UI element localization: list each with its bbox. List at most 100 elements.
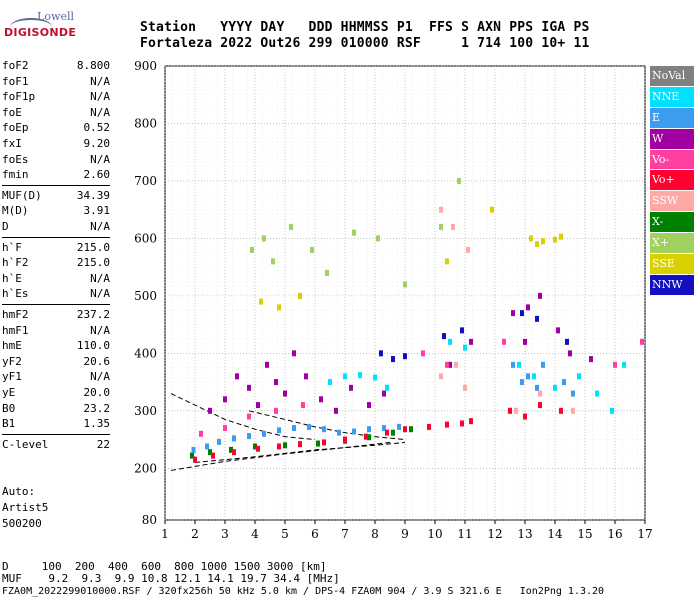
- data-point: [526, 304, 530, 311]
- data-point: [613, 361, 617, 368]
- param-label: h`E: [2, 271, 22, 285]
- data-point: [334, 407, 338, 414]
- param-row: foF1 N/A: [2, 74, 110, 90]
- data-point: [274, 379, 278, 386]
- x-tick-label: 10: [427, 527, 442, 541]
- data-point: [562, 379, 566, 386]
- data-point: [232, 435, 236, 442]
- data-point: [520, 379, 524, 386]
- data-point: [622, 361, 626, 368]
- param-value: N/A: [90, 370, 110, 384]
- legend-item: SSE: [650, 254, 694, 275]
- logo-line2: DIGISONDE: [4, 26, 77, 39]
- legend-item: Vo-: [650, 149, 694, 171]
- data-point: [292, 425, 296, 432]
- x-tick-label: 11: [457, 527, 472, 541]
- param-value: N/A: [90, 271, 110, 285]
- param-value: 22: [96, 437, 110, 451]
- data-point: [445, 258, 449, 265]
- y-tick-label: 600: [134, 231, 157, 245]
- param-value: 110.0: [76, 339, 110, 353]
- data-point: [217, 438, 221, 445]
- legend-item: NoVal: [650, 66, 694, 87]
- distance-line: D 100 200 400 600 800 1000 1500 3000 [km…: [2, 560, 327, 573]
- header-line2: Fortaleza 2022 Out26 299 010000 RSF 1 71…: [140, 36, 590, 51]
- data-point: [364, 433, 368, 440]
- param-row: h`F2 215.0: [2, 255, 110, 271]
- data-point: [403, 353, 407, 360]
- data-point: [511, 310, 515, 317]
- data-point: [439, 206, 443, 213]
- data-point: [391, 356, 395, 363]
- x-tick-label: 17: [637, 527, 652, 541]
- data-point: [322, 439, 326, 446]
- data-point: [262, 430, 266, 437]
- data-point: [457, 177, 461, 184]
- param-value: N/A: [90, 287, 110, 301]
- data-point: [322, 426, 326, 433]
- param-value: 8.800: [76, 59, 110, 72]
- data-point: [259, 298, 263, 305]
- data-point: [640, 338, 644, 345]
- data-point: [448, 361, 452, 368]
- data-point: [391, 429, 395, 436]
- auto-line1: Auto:: [2, 485, 36, 498]
- data-point: [577, 373, 581, 380]
- data-point: [208, 449, 212, 456]
- x-tick-label: 4: [251, 527, 259, 541]
- data-point: [535, 315, 539, 322]
- data-point: [193, 456, 197, 463]
- data-point: [274, 407, 278, 414]
- y-tick-label: 80: [142, 513, 157, 527]
- legend-item: NNE: [650, 86, 694, 108]
- param-separator: [2, 184, 110, 186]
- param-label: foF1p: [2, 90, 36, 104]
- param-value: 9.20: [83, 137, 111, 150]
- param-value: N/A: [90, 74, 110, 88]
- data-point: [538, 390, 542, 397]
- param-row: hmF1 N/A: [2, 323, 110, 339]
- y-tick-label: 300: [134, 404, 157, 418]
- data-point: [191, 446, 196, 453]
- param-row: hmF2 237.2: [2, 307, 110, 323]
- data-point: [289, 223, 293, 230]
- data-point: [190, 452, 194, 459]
- x-tick-label: 14: [547, 527, 563, 541]
- data-point: [325, 269, 329, 276]
- data-point: [301, 402, 305, 409]
- data-point: [460, 420, 464, 427]
- data-point: [277, 304, 281, 311]
- data-point: [541, 238, 545, 245]
- param-value: N/A: [90, 90, 110, 104]
- data-point: [565, 338, 569, 345]
- data-point: [538, 402, 542, 409]
- data-point: [403, 426, 407, 433]
- data-point: [502, 338, 506, 345]
- x-tick-label: 15: [577, 527, 592, 541]
- data-point: [376, 235, 380, 242]
- data-point: [298, 441, 302, 448]
- data-point: [247, 384, 251, 391]
- x-tick-label: 6: [311, 527, 319, 541]
- param-row: D N/A: [2, 219, 110, 235]
- data-point: [448, 338, 452, 345]
- param-row: C-level 22: [2, 437, 110, 453]
- param-row: foF2 8.800: [2, 58, 110, 74]
- param-label: B0: [2, 401, 16, 415]
- data-point: [247, 433, 251, 440]
- legend-item: W: [650, 128, 694, 150]
- param-value: 34.39: [76, 188, 110, 202]
- param-row: foEs N/A: [2, 152, 110, 168]
- data-point: [571, 407, 575, 414]
- data-point: [508, 407, 512, 414]
- param-value: 20.6: [83, 354, 111, 368]
- legend-item: SSW: [650, 191, 694, 213]
- data-point: [205, 443, 209, 450]
- legend-item: Vo+: [650, 170, 694, 192]
- data-point: [451, 223, 455, 230]
- data-point: [265, 361, 269, 368]
- data-point: [223, 396, 227, 403]
- trace-line: [170, 441, 391, 471]
- data-point: [460, 327, 464, 334]
- data-point: [256, 445, 260, 452]
